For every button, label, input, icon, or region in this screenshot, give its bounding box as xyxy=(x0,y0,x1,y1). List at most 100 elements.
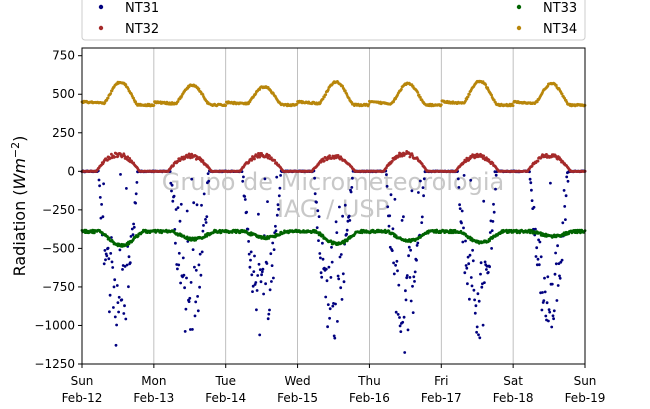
data-point xyxy=(483,260,487,264)
data-point xyxy=(334,302,337,306)
data-point xyxy=(405,274,409,277)
data-point xyxy=(490,93,493,97)
data-point xyxy=(181,256,185,260)
data-point xyxy=(402,315,406,319)
data-point xyxy=(547,319,550,323)
data-point xyxy=(97,178,101,182)
data-point xyxy=(338,205,341,209)
data-point xyxy=(132,225,136,229)
data-point xyxy=(277,194,281,198)
x-tick-label-date: Feb-17 xyxy=(421,391,462,405)
data-point xyxy=(106,246,110,250)
data-point xyxy=(547,308,551,311)
data-point xyxy=(478,336,482,340)
data-point xyxy=(565,175,569,179)
data-point xyxy=(394,310,398,314)
data-point xyxy=(204,221,208,224)
data-point xyxy=(174,241,177,245)
data-point xyxy=(400,219,404,222)
data-point xyxy=(274,224,277,228)
data-point xyxy=(98,184,101,188)
data-point xyxy=(197,87,201,91)
data-point xyxy=(253,254,256,258)
data-point xyxy=(255,308,258,312)
data-point xyxy=(271,241,275,245)
data-point xyxy=(189,281,193,284)
x-tick-label-day: Sun xyxy=(574,374,597,388)
data-point xyxy=(389,193,393,197)
data-point xyxy=(117,310,120,314)
data-point xyxy=(408,276,412,279)
data-point xyxy=(490,247,493,250)
data-point xyxy=(108,236,111,240)
data-point xyxy=(256,274,260,277)
data-point xyxy=(258,333,262,337)
data-point xyxy=(182,273,186,277)
data-point xyxy=(552,317,555,321)
data-point xyxy=(104,258,107,262)
data-point xyxy=(327,265,331,269)
data-point xyxy=(388,245,392,249)
data-point xyxy=(172,164,175,168)
data-point xyxy=(464,264,468,267)
data-point xyxy=(407,245,411,249)
data-point xyxy=(396,269,399,273)
data-point xyxy=(248,265,252,269)
data-point xyxy=(336,320,339,323)
legend-marker-nt32 xyxy=(98,25,104,31)
data-point xyxy=(313,192,317,196)
data-point xyxy=(265,262,269,265)
data-point xyxy=(413,270,417,274)
data-point xyxy=(404,289,407,293)
data-point xyxy=(272,276,275,280)
data-point xyxy=(536,159,540,163)
data-point xyxy=(545,301,549,305)
data-point xyxy=(345,228,349,232)
data-point xyxy=(268,308,271,312)
data-point xyxy=(242,175,245,179)
data-point xyxy=(321,241,324,245)
data-point xyxy=(534,255,538,258)
data-point xyxy=(390,249,394,253)
data-point xyxy=(195,203,199,207)
data-point xyxy=(251,284,255,288)
legend-marker-nt33 xyxy=(516,4,522,10)
data-point xyxy=(411,154,414,157)
legend-frame xyxy=(81,0,586,41)
data-point xyxy=(328,307,332,311)
data-point xyxy=(123,265,127,268)
data-point xyxy=(177,263,181,267)
data-point xyxy=(253,157,256,161)
data-point xyxy=(457,186,461,189)
data-point xyxy=(317,215,321,219)
data-point xyxy=(194,268,198,272)
data-point xyxy=(170,183,174,187)
data-point xyxy=(328,316,331,320)
data-point xyxy=(479,272,482,276)
data-point xyxy=(535,100,539,104)
data-point xyxy=(122,312,126,315)
data-point xyxy=(407,254,410,258)
data-point xyxy=(277,207,280,211)
data-point xyxy=(113,155,117,159)
data-point xyxy=(535,246,539,250)
data-point xyxy=(392,261,395,265)
data-point xyxy=(471,259,475,263)
data-point xyxy=(392,100,395,104)
data-point xyxy=(486,271,490,274)
data-point xyxy=(416,241,420,245)
data-point xyxy=(262,292,265,296)
data-point xyxy=(341,214,344,218)
data-point xyxy=(110,260,114,264)
data-point xyxy=(258,155,262,159)
data-point xyxy=(113,278,117,282)
data-point xyxy=(460,209,464,213)
data-point xyxy=(278,186,282,190)
data-point xyxy=(417,191,420,194)
data-point xyxy=(543,276,546,280)
data-point xyxy=(411,311,415,314)
data-point xyxy=(333,336,337,340)
legend: NT31 NT32 NT33 NT34 xyxy=(81,0,586,41)
data-point xyxy=(494,187,497,191)
data-point xyxy=(270,264,274,267)
